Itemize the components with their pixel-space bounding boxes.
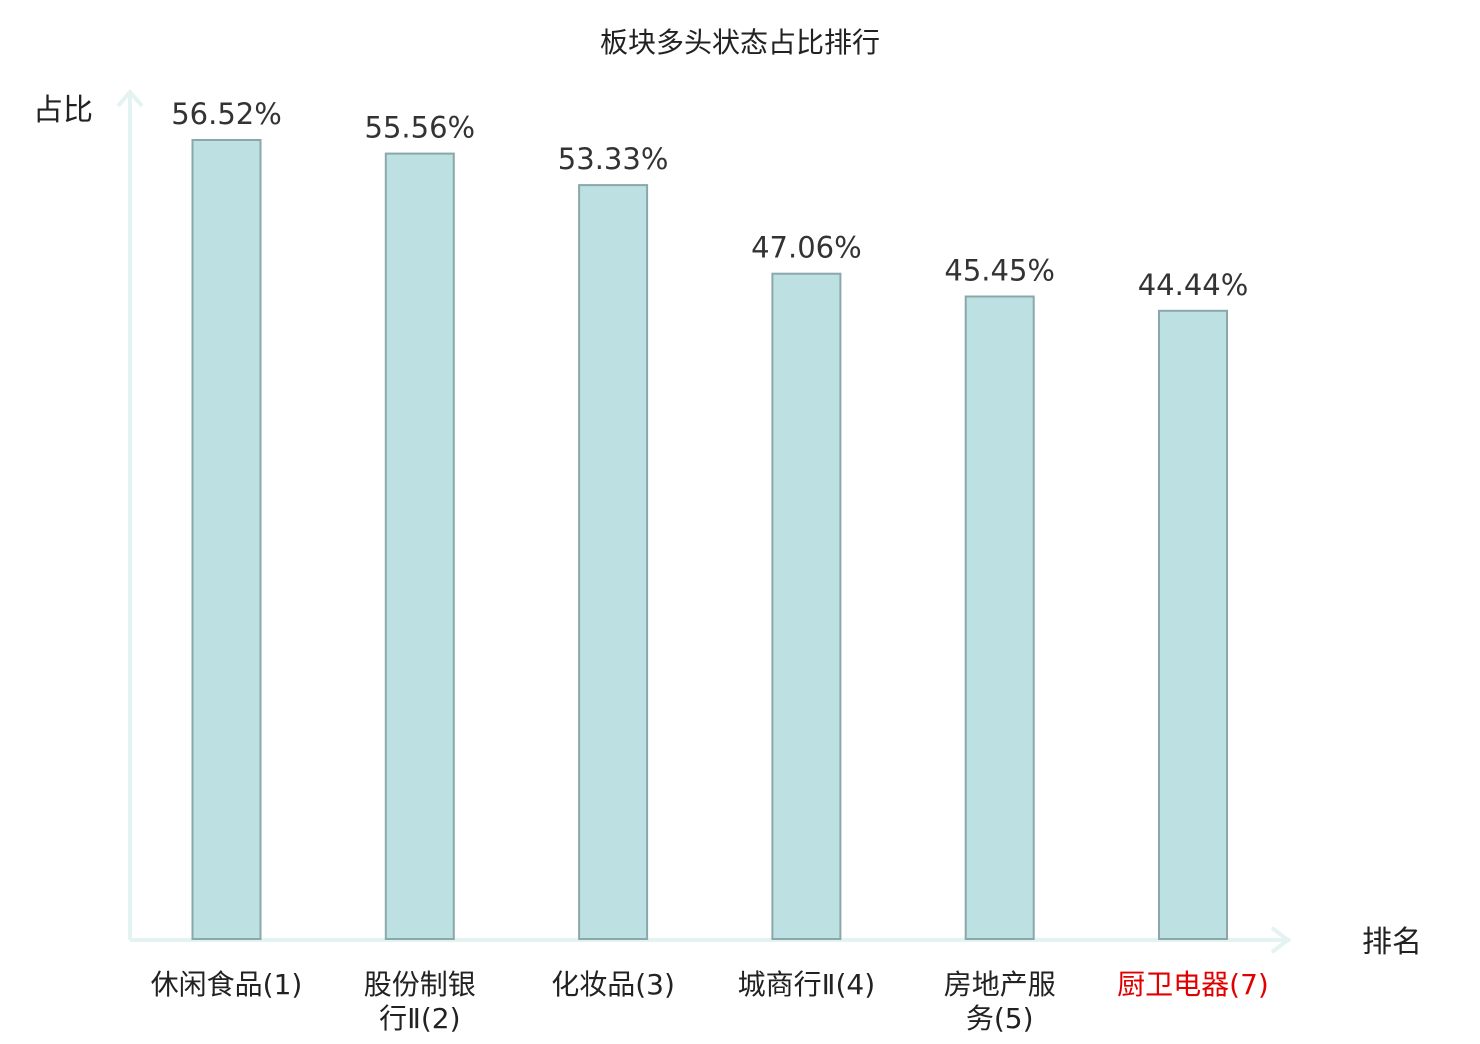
category-label-5-line-1: 房地产服 xyxy=(944,968,1056,1001)
chart-title: 板块多头状态占比排行 xyxy=(600,26,880,59)
category-label-3: 化妆品(3) xyxy=(551,968,675,1001)
category-label-6: 厨卫电器(7) xyxy=(1117,968,1269,1001)
x-axis-label: 排名 xyxy=(1362,925,1422,960)
y-axis-label: 占比 xyxy=(33,93,93,128)
value-label-6: 44.44% xyxy=(1138,268,1249,302)
value-label-3: 53.33% xyxy=(558,142,669,176)
value-labels-layer: 56.52% 55.56% 53.33% 47.06% 45.45% 44.44% xyxy=(171,97,1248,302)
x-axis-arrowhead xyxy=(1270,926,1292,954)
value-label-1: 56.52% xyxy=(171,97,282,131)
category-label-4: 城商行Ⅱ(4) xyxy=(738,968,875,1001)
bar-4 xyxy=(771,272,842,940)
bar-1 xyxy=(191,139,262,940)
bars-layer xyxy=(191,139,1228,941)
category-label-2-line-1: 股份制银 xyxy=(364,968,476,1001)
bar-6 xyxy=(1158,309,1228,940)
category-label-1: 休闲食品(1) xyxy=(151,968,303,1001)
y-axis-arrowhead xyxy=(116,88,144,108)
category-label-2-line-2: 行Ⅱ(2) xyxy=(379,1002,460,1035)
value-label-4: 47.06% xyxy=(751,231,862,265)
category-label-5-line-2: 务(5) xyxy=(966,1002,1034,1035)
value-label-5: 45.45% xyxy=(944,254,1055,288)
bar-3 xyxy=(578,184,649,941)
bar-5 xyxy=(964,295,1035,940)
value-label-2: 55.56% xyxy=(365,111,476,145)
axes xyxy=(116,88,1292,954)
bar-2 xyxy=(384,152,455,941)
